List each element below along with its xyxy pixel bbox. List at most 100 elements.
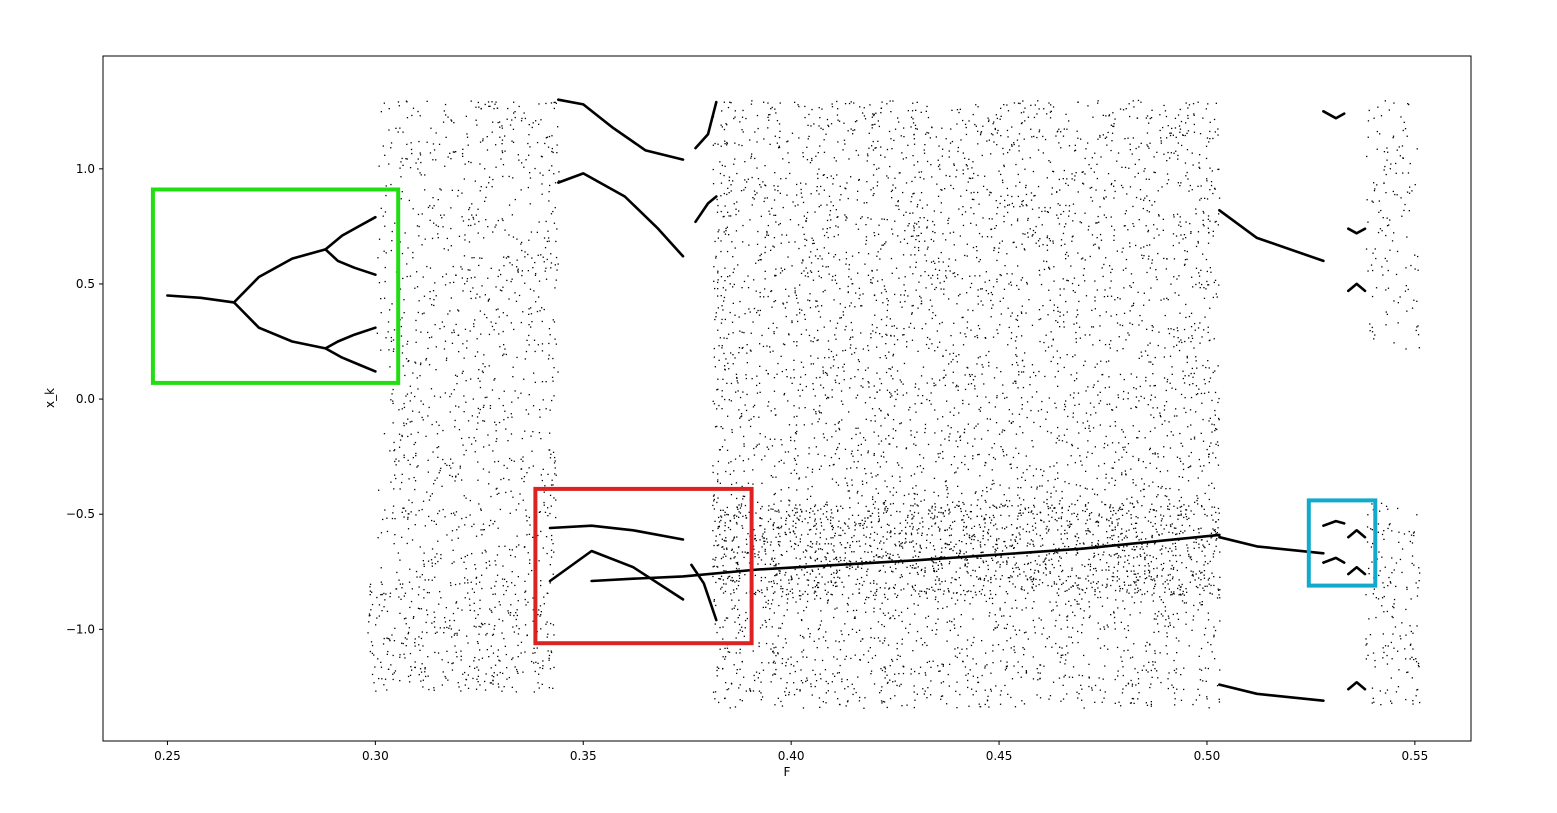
scatter-point xyxy=(555,240,557,243)
scatter-point xyxy=(859,696,861,699)
scatter-point xyxy=(1118,508,1120,510)
scatter-point xyxy=(899,576,901,579)
scatter-point xyxy=(845,325,847,328)
scatter-point xyxy=(523,112,525,114)
scatter-point xyxy=(1060,538,1062,540)
scatter-point xyxy=(1001,240,1003,242)
scatter-point xyxy=(551,534,553,537)
scatter-point xyxy=(1060,213,1062,215)
scatter-point xyxy=(406,542,408,545)
scatter-point xyxy=(491,611,493,613)
scatter-point xyxy=(788,487,790,489)
scatter-point xyxy=(775,268,777,270)
scatter-point xyxy=(1182,463,1184,465)
scatter-point xyxy=(1074,150,1076,152)
scatter-point xyxy=(768,618,771,621)
scatter-point xyxy=(1167,179,1170,181)
scatter-point xyxy=(747,287,750,289)
scatter-point xyxy=(1135,244,1137,247)
scatter-point xyxy=(914,386,916,388)
scatter-point xyxy=(1133,302,1135,304)
scatter-point xyxy=(481,657,484,659)
scatter-point xyxy=(484,103,486,106)
scatter-point xyxy=(526,339,528,341)
scatter-point xyxy=(904,230,906,232)
scatter-point xyxy=(834,254,837,256)
scatter-point xyxy=(785,369,787,371)
scatter-point xyxy=(553,462,556,464)
scatter-point xyxy=(714,287,716,290)
scatter-point xyxy=(1151,325,1153,327)
scatter-point xyxy=(1156,228,1158,230)
scatter-point xyxy=(793,341,795,343)
scatter-point xyxy=(392,388,394,391)
scatter-point xyxy=(400,161,402,163)
scatter-point xyxy=(944,580,946,582)
scatter-point xyxy=(1038,370,1040,373)
scatter-point xyxy=(1119,298,1121,300)
scatter-point xyxy=(428,406,430,409)
scatter-point xyxy=(797,612,799,614)
scatter-point xyxy=(1025,670,1027,672)
scatter-point xyxy=(497,527,499,529)
scatter-point xyxy=(901,152,903,154)
scatter-point xyxy=(801,510,803,512)
scatter-point xyxy=(872,174,875,176)
scatter-point xyxy=(548,657,550,659)
scatter-point xyxy=(1066,441,1068,443)
scatter-point xyxy=(914,613,916,615)
scatter-point xyxy=(923,178,925,180)
scatter-point xyxy=(950,464,953,466)
scatter-point xyxy=(822,128,824,131)
scatter-point xyxy=(984,175,986,177)
scatter-point xyxy=(554,287,556,289)
scatter-point xyxy=(420,174,422,176)
scatter-point xyxy=(962,399,964,402)
scatter-point xyxy=(742,224,744,227)
scatter-point xyxy=(1193,541,1195,543)
scatter-point xyxy=(464,328,467,330)
scatter-point xyxy=(836,375,838,377)
scatter-point xyxy=(484,396,486,399)
scatter-point xyxy=(1042,244,1044,246)
scatter-point xyxy=(484,168,486,170)
scatter-point xyxy=(1199,199,1201,201)
scatter-point xyxy=(913,225,915,227)
scatter-point xyxy=(802,156,804,158)
scatter-point xyxy=(543,504,545,506)
scatter-point xyxy=(980,300,982,302)
scatter-point xyxy=(1045,418,1047,420)
scatter-point xyxy=(467,687,470,689)
scatter-point xyxy=(820,204,822,206)
scatter-point xyxy=(1170,328,1172,330)
scatter-point xyxy=(1207,242,1210,244)
scatter-point xyxy=(988,615,990,617)
scatter-point xyxy=(1094,296,1096,298)
scatter-point xyxy=(1139,548,1141,550)
scatter-point xyxy=(1108,519,1110,522)
scatter-point xyxy=(1215,539,1217,541)
scatter-point xyxy=(915,261,917,263)
scatter-point xyxy=(938,261,940,263)
scatter-point xyxy=(471,257,473,259)
scatter-point xyxy=(503,256,505,258)
scatter-point xyxy=(883,625,885,628)
scatter-point xyxy=(542,174,544,176)
scatter-point xyxy=(1072,416,1074,418)
scatter-point xyxy=(952,187,955,190)
scatter-point xyxy=(462,673,464,675)
scatter-point xyxy=(838,443,840,445)
scatter-point xyxy=(873,232,875,234)
scatter-point xyxy=(514,666,516,668)
scatter-point xyxy=(386,530,389,533)
scatter-point xyxy=(528,134,530,136)
scatter-point xyxy=(933,240,935,242)
scatter-point xyxy=(1133,225,1135,227)
scatter-point xyxy=(1063,226,1066,228)
scatter-point xyxy=(1062,232,1065,235)
scatter-point xyxy=(1022,200,1024,202)
scatter-point xyxy=(427,675,429,677)
scatter-point xyxy=(1215,293,1217,295)
scatter-point xyxy=(1214,188,1216,190)
scatter-point xyxy=(1173,505,1175,507)
